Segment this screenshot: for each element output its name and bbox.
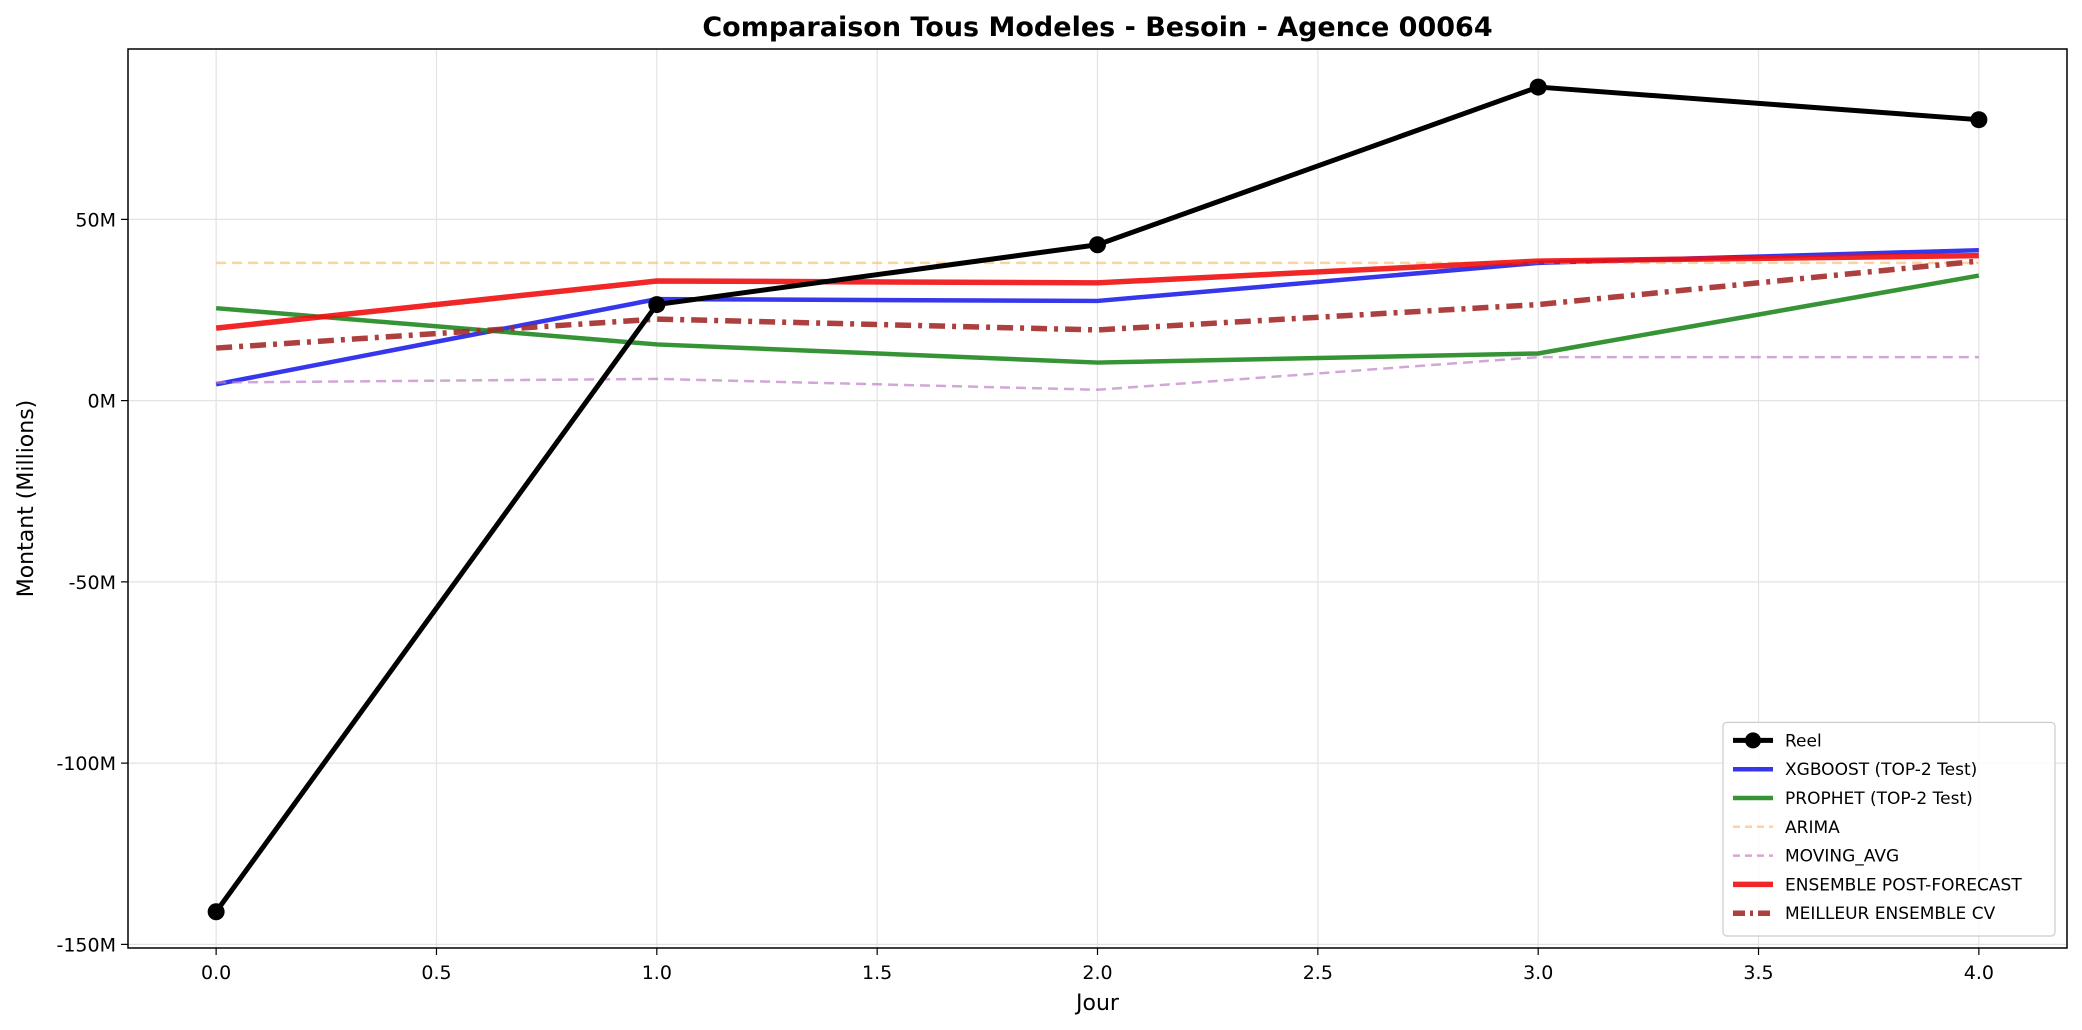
x-axis-label: Jour (1074, 991, 1120, 1016)
x-axis: 0.0 0.5 1.0 1.5 2.0 2.5 3.0 3.5 4.0 (201, 948, 1994, 984)
y-tick-label: -100M (56, 753, 116, 775)
legend-marker-reel (1745, 732, 1761, 749)
series-line-ensemble-post-forecast (215, 252, 1979, 331)
legend-label-reel: Reel (1785, 731, 1822, 751)
legend-label-ensemble-post-forecast: ENSEMBLE POST-FORECAST (1785, 875, 2022, 895)
legend-label-meilleur-ensemble-cv: MEILLEUR ENSEMBLE CV (1785, 904, 1996, 924)
data-point-reel (1089, 236, 1106, 254)
legend-label-moving-avg: MOVING_AVG (1785, 847, 1899, 867)
series-line-prophet-top-2-test (215, 273, 1980, 365)
y-tick-label: 50M (75, 209, 116, 231)
x-tick-label: 4.0 (1964, 962, 1994, 984)
series-lines (207, 78, 1988, 921)
data-point-reel (1970, 111, 1988, 129)
chart-title: Comparaison Tous Modeles - Besoin - Agen… (702, 12, 1492, 43)
series-line-moving-avg (216, 355, 1979, 391)
data-point-reel (207, 903, 225, 921)
x-tick-label: 1.0 (642, 962, 672, 984)
legend-box (1722, 721, 2056, 937)
legend-label-xgboost-top-2-test: XGBOOST (TOP-2 Test) (1785, 760, 1977, 780)
data-point-reel (648, 296, 666, 314)
legend: Reel XGBOOST (TOP-2 Test) PROPHET (TOP-2 T… (1722, 721, 2056, 937)
data-point-reel (1529, 78, 1547, 96)
series-line-meilleur-ensemble-cv (215, 258, 1980, 351)
legend-label-prophet-top-2-test: PROPHET (TOP-2 Test) (1785, 789, 1973, 809)
x-tick-label: 0.5 (421, 962, 451, 984)
y-tick-label: -150M (56, 934, 116, 956)
y-axis: 50M 0M -50M -100M -150M (56, 209, 128, 956)
y-axis-label: Montant (Millions) (14, 400, 39, 598)
x-tick-label: 2.5 (1303, 962, 1333, 984)
y-tick-label: -50M (69, 572, 116, 594)
legend-label-arima: ARIMA (1785, 818, 1840, 838)
y-tick-label: 0M (88, 391, 116, 413)
x-tick-label: 3.5 (1743, 962, 1773, 984)
x-tick-label: 3.0 (1523, 962, 1553, 984)
x-tick-label: 0.0 (201, 962, 231, 984)
x-tick-label: 1.5 (862, 962, 892, 984)
x-tick-label: 2.0 (1082, 962, 1112, 984)
